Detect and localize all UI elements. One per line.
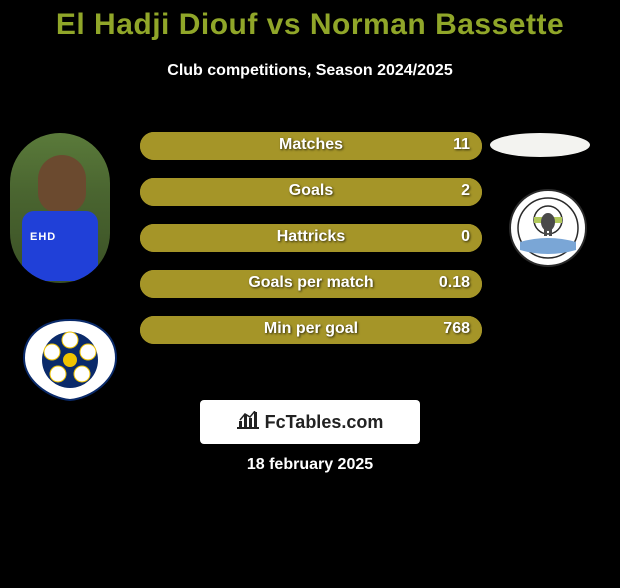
stat-bar-row: Min per goal768 xyxy=(140,316,482,344)
subtitle: Club competitions, Season 2024/2025 xyxy=(10,62,610,80)
portrait-head xyxy=(38,155,86,213)
portrait-initials: EHD xyxy=(30,231,56,243)
stat-bar-row: Goals per match0.18 xyxy=(140,270,482,298)
stat-bar-row: Goals2 xyxy=(140,178,482,206)
leeds-badge-icon xyxy=(20,318,120,402)
stat-bar-label: Goals xyxy=(140,182,482,200)
stat-bar-value: 11 xyxy=(453,136,470,154)
stat-bar-value: 0.18 xyxy=(439,274,470,292)
player-left-portrait: EHD xyxy=(10,133,110,283)
branding-text: FcTables.com xyxy=(265,412,384,433)
bar-chart-icon xyxy=(237,411,259,434)
stat-bars: Matches11 Goals2 Hattricks0 Goals per match… xyxy=(140,132,482,362)
club-badge-left xyxy=(20,318,120,402)
player-right-placeholder xyxy=(490,133,590,157)
stat-bar-value: 2 xyxy=(461,182,470,200)
stat-bar-row: Hattricks0 xyxy=(140,224,482,252)
coventry-badge-icon xyxy=(498,188,598,268)
date-label: 18 february 2025 xyxy=(0,456,620,474)
stat-bar-label: Matches xyxy=(140,136,482,154)
branding-box: FcTables.com xyxy=(200,400,420,444)
page-title: El Hadji Diouf vs Norman Bassette xyxy=(10,8,610,42)
stat-bar-label: Hattricks xyxy=(140,228,482,246)
stat-bar-label: Goals per match xyxy=(140,274,482,292)
stat-bar-label: Min per goal xyxy=(140,320,482,338)
stat-bar-value: 768 xyxy=(443,320,470,338)
portrait-shirt xyxy=(22,211,98,281)
stat-bar-row: Matches11 xyxy=(140,132,482,160)
stat-bar-value: 0 xyxy=(461,228,470,246)
club-badge-right xyxy=(498,188,598,268)
